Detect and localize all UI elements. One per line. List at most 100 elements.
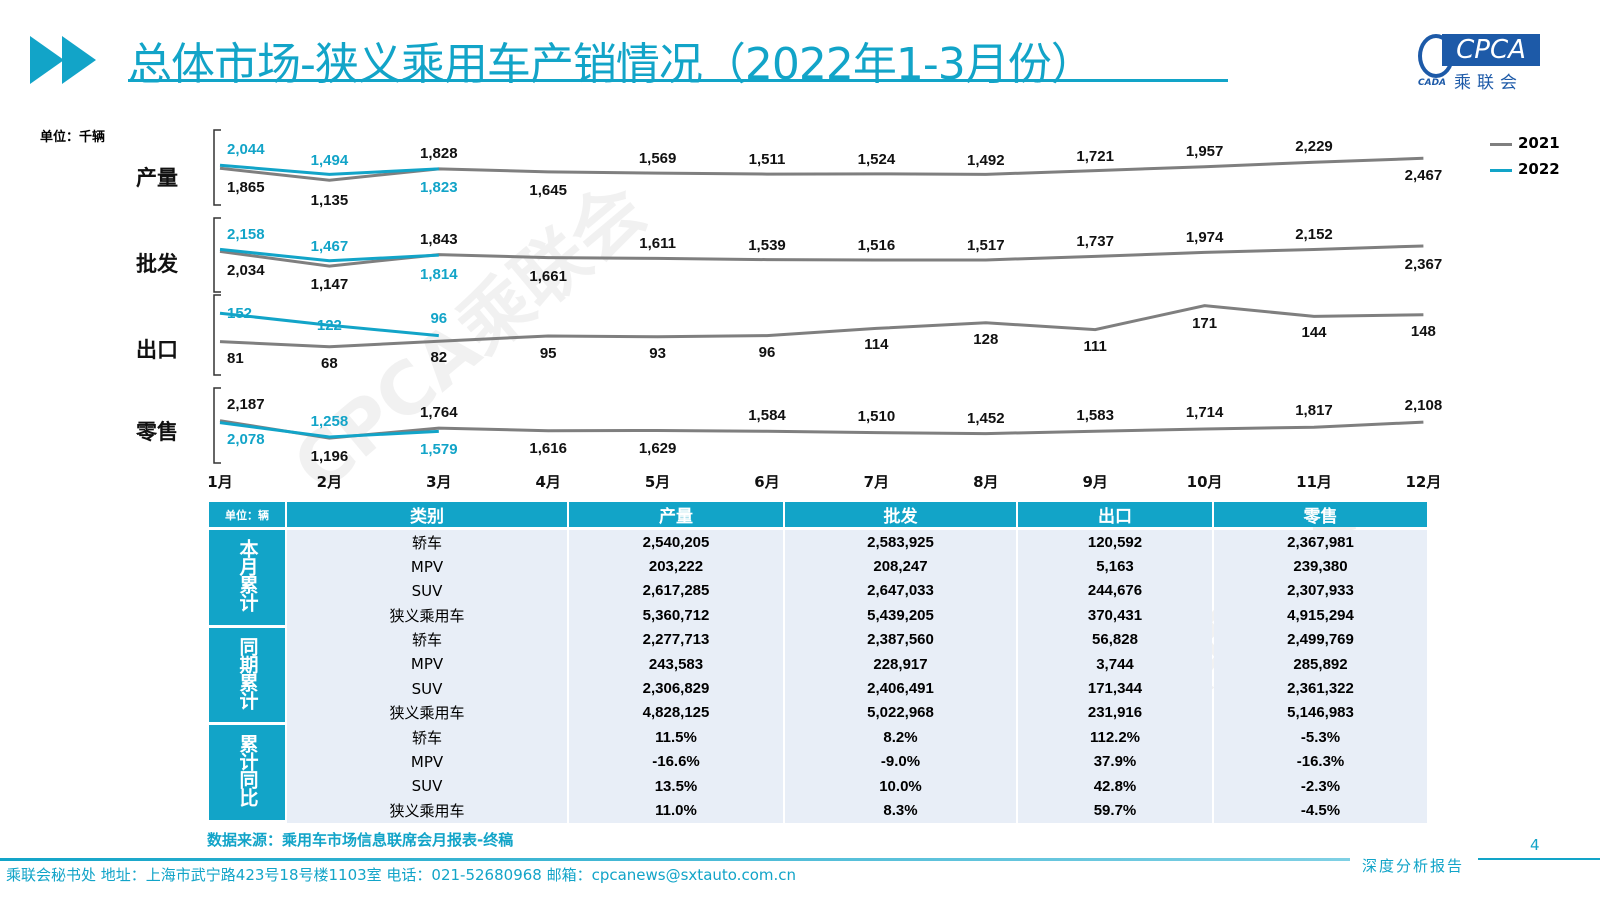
table-row: SUV 2,306,829 2,406,491 171,344 2,361,322 xyxy=(209,676,1427,701)
summary-table: 单位：辆 类别 产量 批发 出口 零售 本月累计 轿车 2,540,205 2,583… xyxy=(207,502,1429,823)
header-category: 类别 xyxy=(287,502,567,527)
data-label-2021: 111 xyxy=(1084,338,1107,355)
value-cell: 2,387,560 xyxy=(785,627,1016,652)
chart-unit-label: 单位：千辆 xyxy=(40,130,106,145)
footer-contact: 乘联会秘书处 地址：上海市武宁路423号18号楼1103室 电话：021-526… xyxy=(6,866,797,884)
data-label-2021: 82 xyxy=(430,349,447,366)
group-label: 同期累计 xyxy=(236,636,259,709)
legend-swatch-2021 xyxy=(1490,143,1512,146)
data-label-2021: 1,539 xyxy=(748,237,786,254)
table-row: SUV 13.5% 10.0% 42.8% -2.3% xyxy=(209,773,1427,799)
data-label-2022: 96 xyxy=(430,310,447,327)
data-label-2021: 95 xyxy=(540,345,557,362)
x-tick-label: 4月 xyxy=(535,473,560,491)
value-cell: 2,367,981 xyxy=(1214,530,1427,555)
logo-mark-text: CADA xyxy=(1418,78,1447,88)
group-label: 累计同比 xyxy=(236,734,259,807)
legend-swatch-2022 xyxy=(1490,169,1512,172)
footer-divider xyxy=(0,858,1350,861)
value-cell: -2.3% xyxy=(1214,773,1427,799)
header-export: 出口 xyxy=(1018,502,1212,527)
group-cell: 本月累计 xyxy=(209,530,285,628)
value-cell: 203,222 xyxy=(569,554,783,579)
value-cell: -16.3% xyxy=(1214,749,1427,774)
group-label: 本月累计 xyxy=(236,539,259,612)
value-cell: 13.5% xyxy=(569,773,783,799)
group-cell: 累计同比 xyxy=(209,725,285,823)
data-label-2021: 1,135 xyxy=(311,192,349,209)
value-cell: 4,915,294 xyxy=(1214,603,1427,628)
chevron-icon xyxy=(30,36,64,84)
series-line-2022 xyxy=(219,421,439,439)
category-cell: MPV xyxy=(287,651,567,677)
data-label-2021: 1,510 xyxy=(858,408,896,425)
chevron-icon xyxy=(62,36,96,84)
data-label-2021: 114 xyxy=(864,336,889,353)
data-source: 数据来源：乘用车市场信息联席会月报表-终稿 xyxy=(207,831,514,849)
x-tick-label: 7月 xyxy=(864,473,889,491)
data-label-2021: 1,616 xyxy=(529,440,567,457)
data-label-2021: 1,569 xyxy=(639,150,677,167)
data-label-2021: 1,957 xyxy=(1186,143,1224,160)
value-cell: 239,380 xyxy=(1214,554,1427,579)
panel-label-retail: 零售 xyxy=(136,420,178,444)
value-cell: 8.2% xyxy=(785,725,1016,750)
data-label-2021: 2,152 xyxy=(1295,226,1333,243)
value-cell: 370,431 xyxy=(1018,603,1212,628)
data-label-2021: 1,629 xyxy=(639,440,677,457)
table-row: MPV -16.6% -9.0% 37.9% -16.3% xyxy=(209,749,1427,774)
header-wholesale: 批发 xyxy=(785,502,1016,527)
table-row: MPV 203,222 208,247 5,163 239,380 xyxy=(209,554,1427,579)
line-chart: 1,865 1,135 1,828 1,645 1,569 1,511 1,524 1,492… xyxy=(207,129,1443,491)
legend-2022: 2022 xyxy=(1518,160,1560,178)
panel-label-export: 出口 xyxy=(136,338,178,362)
data-label-2021: 1,974 xyxy=(1186,229,1224,246)
panel-axis xyxy=(213,129,221,206)
value-cell: 120,592 xyxy=(1018,530,1212,555)
value-cell: 11.5% xyxy=(569,725,783,750)
cpca-logo: CADA CPCA 乘联会 xyxy=(1418,30,1573,93)
value-cell: 2,617,285 xyxy=(569,578,783,604)
data-label-2022: 1,494 xyxy=(311,152,349,169)
data-label-2021: 1,737 xyxy=(1076,233,1114,250)
value-cell: 112.2% xyxy=(1018,725,1212,750)
value-cell: 59.7% xyxy=(1018,798,1212,823)
value-cell: -9.0% xyxy=(785,749,1016,774)
value-cell: 5,022,968 xyxy=(785,700,1016,726)
x-tick-label: 3月 xyxy=(426,473,451,491)
data-label-2022: 152 xyxy=(227,305,252,322)
value-cell: 228,917 xyxy=(785,651,1016,677)
value-cell: 285,892 xyxy=(1214,651,1427,677)
data-label-2021: 81 xyxy=(227,350,244,367)
value-cell: 56,828 xyxy=(1018,627,1212,652)
data-label-2021: 1,764 xyxy=(420,404,458,421)
value-cell: 2,306,829 xyxy=(569,676,783,701)
series-line-2021 xyxy=(219,304,1424,349)
series-line-2021 xyxy=(219,419,1424,440)
value-cell: 8.3% xyxy=(785,798,1016,823)
data-label-2021: 1,583 xyxy=(1076,407,1114,424)
value-cell: 2,406,491 xyxy=(785,676,1016,701)
header-production: 产量 xyxy=(569,502,783,527)
table-row: 本月累计 轿车 2,540,205 2,583,925 120,592 2,367,981 xyxy=(209,530,1427,628)
panel-label-production: 产量 xyxy=(136,166,178,190)
data-label-2022: 2,078 xyxy=(227,431,265,448)
table-row: 同期累计 轿车 2,277,713 2,387,560 56,828 2,499,769 xyxy=(209,627,1427,726)
table-unit: 单位：辆 xyxy=(209,502,285,527)
data-label-2021: 1,511 xyxy=(749,151,786,168)
logo-text: CPCA xyxy=(1442,34,1540,66)
value-cell: 3,744 xyxy=(1018,651,1212,677)
data-label-2021: 2,467 xyxy=(1405,167,1443,184)
x-tick-label: 10月 xyxy=(1187,473,1223,491)
value-cell: 5,163 xyxy=(1018,554,1212,579)
value-cell: 2,583,925 xyxy=(785,530,1016,555)
value-cell: 5,439,205 xyxy=(785,603,1016,628)
data-label-2022: 1,258 xyxy=(311,413,349,430)
data-label-2021: 1,828 xyxy=(420,145,458,162)
x-tick-label: 1月 xyxy=(207,473,232,491)
x-tick-label: 9月 xyxy=(1082,473,1107,491)
value-cell: 244,676 xyxy=(1018,578,1212,604)
data-label-2022: 1,467 xyxy=(311,238,349,255)
logo-subtext: 乘联会 xyxy=(1454,73,1523,93)
value-cell: 171,344 xyxy=(1018,676,1212,701)
